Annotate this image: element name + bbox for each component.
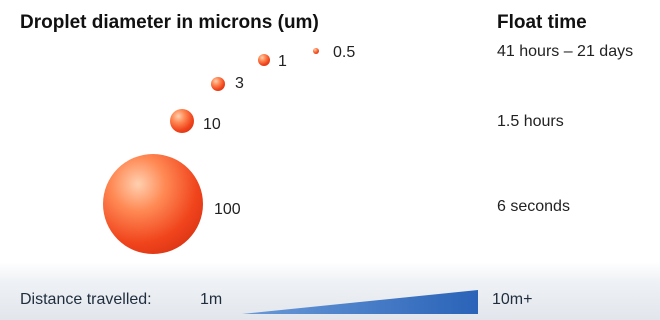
droplet-10-um	[170, 109, 194, 133]
droplet-1-um	[258, 54, 270, 66]
droplet-label-10: 10	[203, 116, 221, 133]
distance-wedge	[242, 290, 478, 314]
float-time-100: 6 seconds	[497, 198, 570, 215]
droplet-label-0-5: 0.5	[333, 44, 356, 61]
distance-end: 10m+	[492, 291, 533, 308]
droplet-label-1: 1	[278, 53, 287, 70]
droplet-label-3: 3	[235, 75, 244, 92]
droplet-label-100: 100	[214, 201, 241, 218]
float-time-0-5: 41 hours – 21 days	[497, 43, 634, 60]
droplet-3-um	[211, 77, 225, 91]
float-time-header: Float time	[497, 12, 587, 33]
droplet-0-5-um	[313, 48, 319, 54]
distance-label: Distance travelled:	[20, 291, 152, 308]
droplet-100-um	[103, 154, 203, 254]
distance-start: 1m	[200, 291, 223, 308]
float-time-10: 1.5 hours	[497, 113, 564, 130]
diameter-header: Droplet diameter in microns (um)	[20, 12, 319, 33]
